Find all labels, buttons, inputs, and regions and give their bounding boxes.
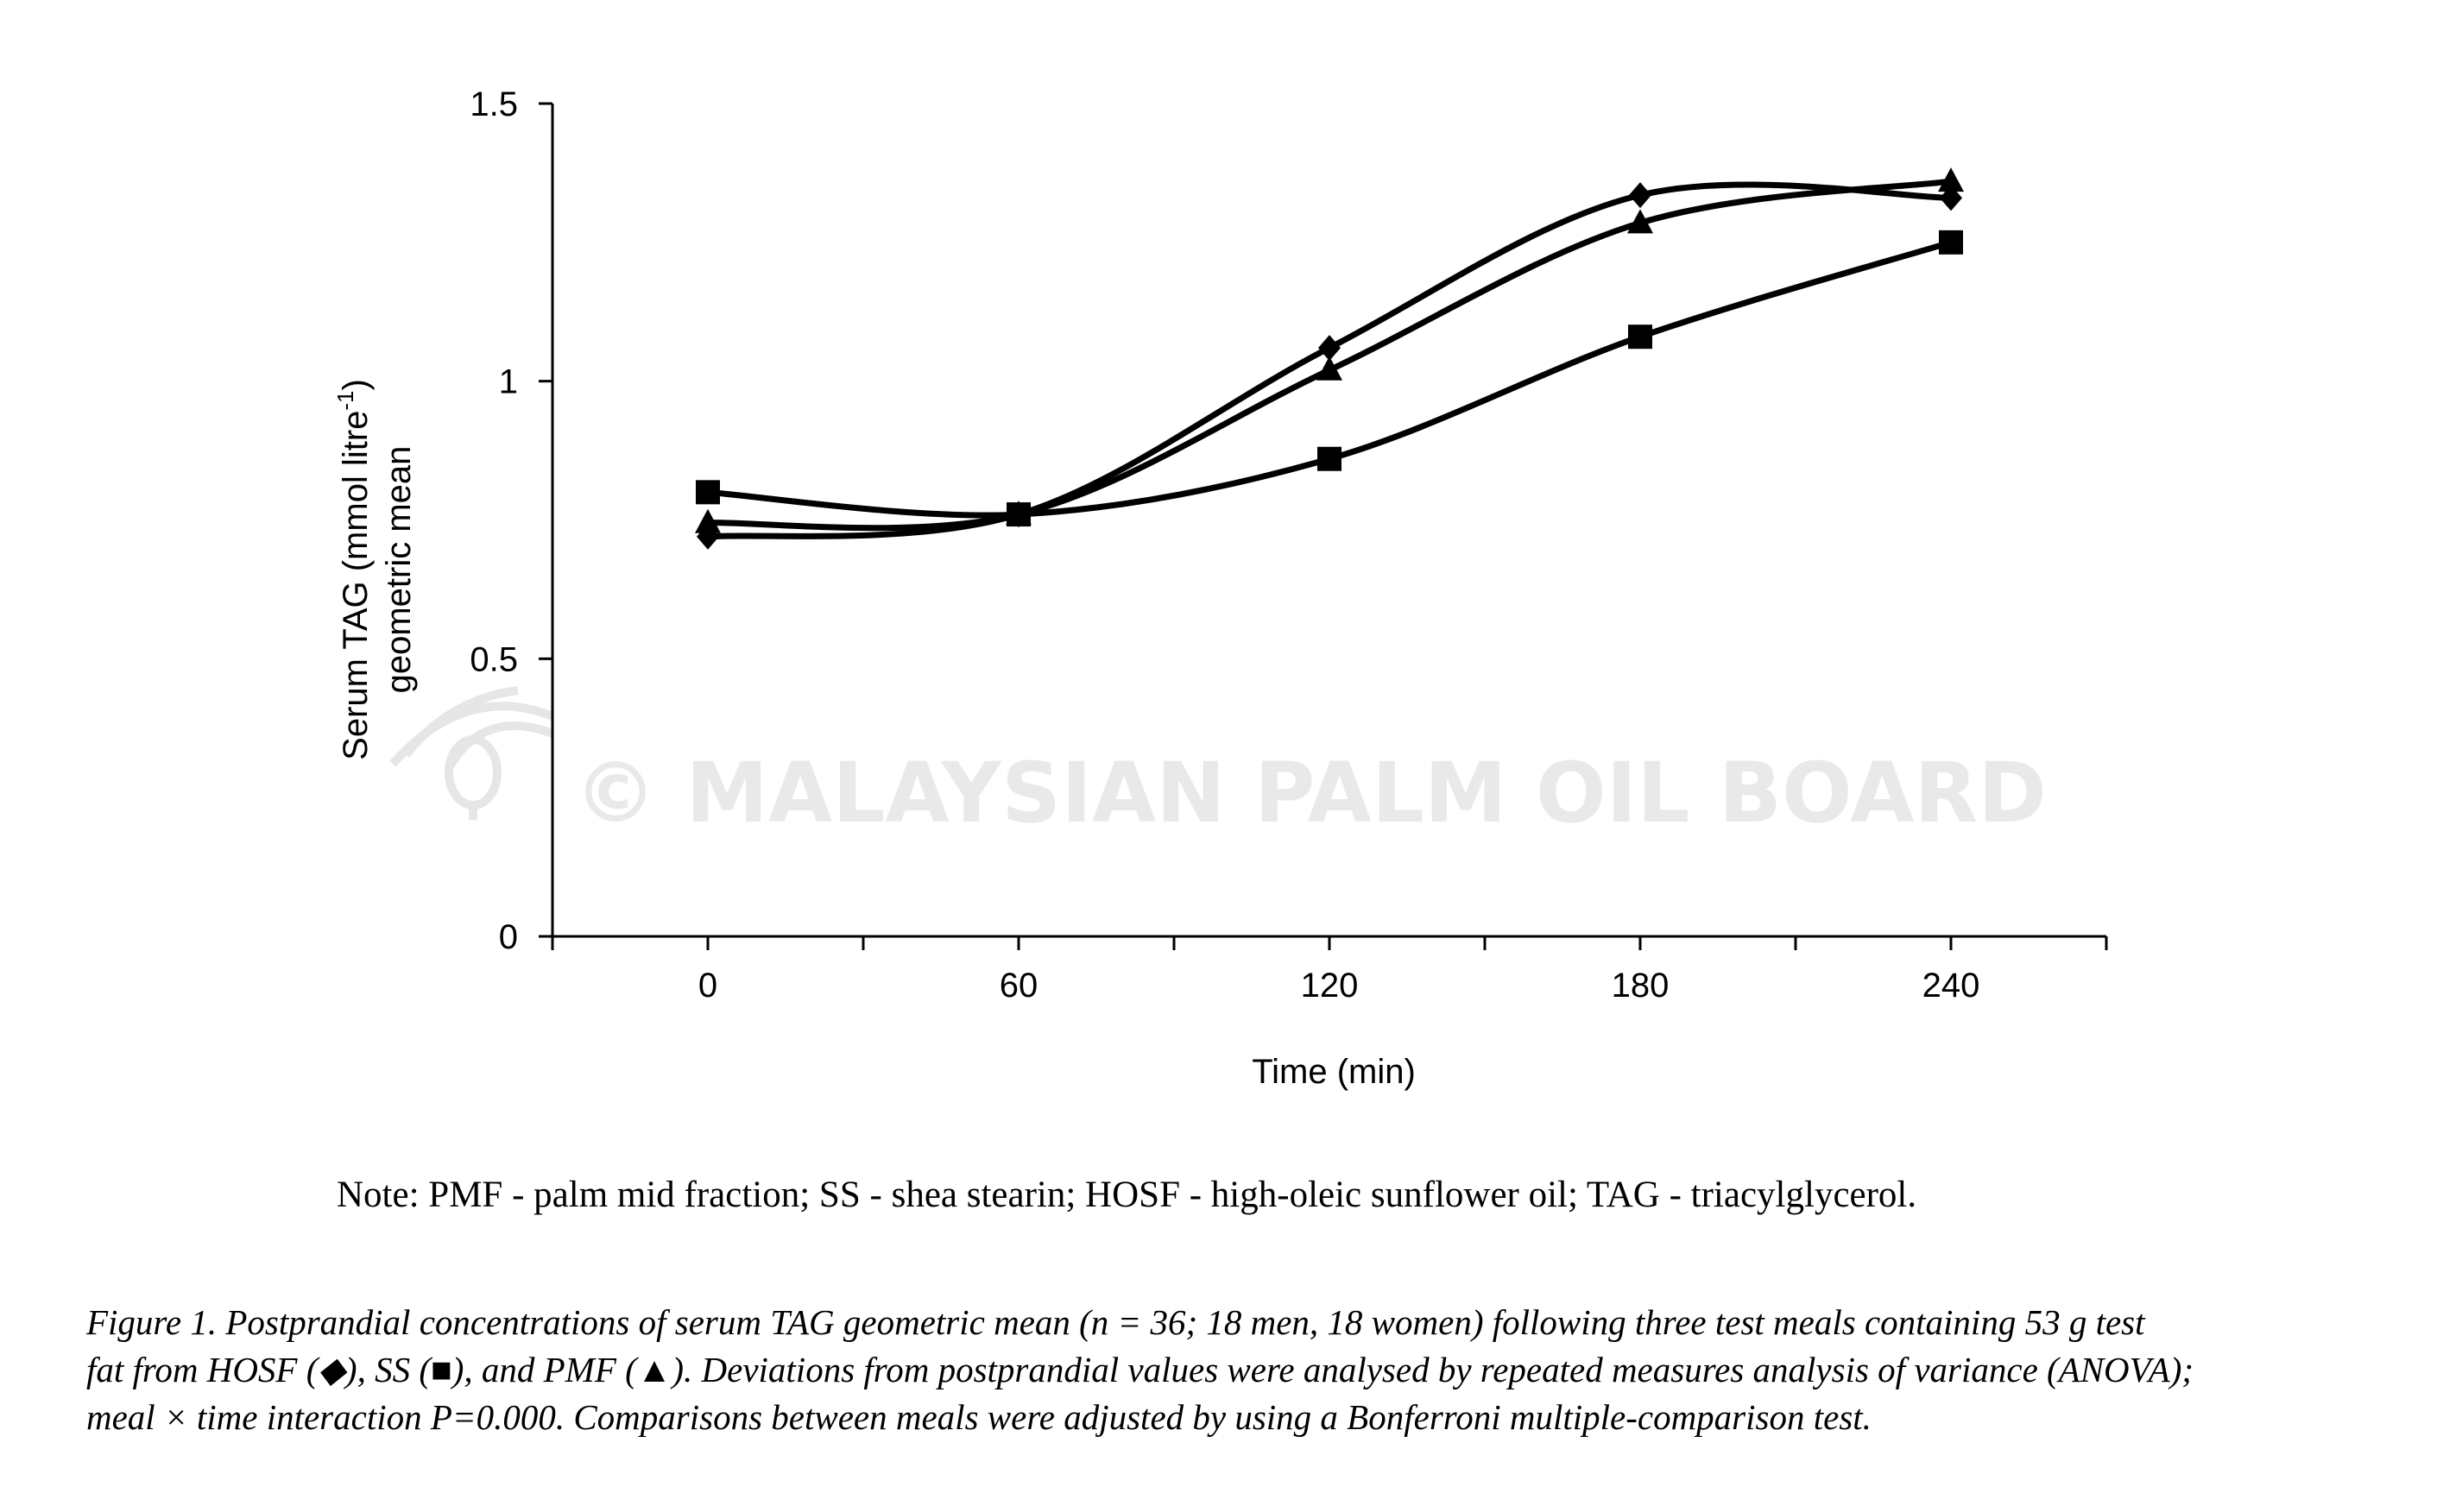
- watermark-text: © MALAYSIAN PALM OIL BOARD: [574, 745, 2047, 841]
- y-tick-label: 1.5: [470, 85, 518, 123]
- data-point-square: [1939, 230, 1963, 255]
- series-triangle: [695, 167, 1964, 533]
- y-axis-label: Serum TAG (mmol litre-1) geometric mean: [332, 379, 418, 760]
- data-point-triangle: [1627, 209, 1653, 234]
- svg-text:Serum TAG (mmol litre-1): Serum TAG (mmol litre-1): [332, 379, 375, 760]
- caption-line-3: meal × time interaction P=0.000. Compari…: [86, 1397, 1872, 1437]
- figure-note: Note: PMF - palm mid fraction; SS - shea…: [337, 1175, 1917, 1215]
- data-point-square: [1317, 446, 1341, 471]
- y-axis-label-sup: -1: [332, 390, 358, 410]
- figure-caption: Figure 1. Postprandial concentrations of…: [86, 1299, 2365, 1441]
- x-tick-label: 0: [698, 967, 717, 1005]
- y-axis-label-line2: geometric mean: [380, 446, 418, 694]
- y-axis-label-line1: Serum TAG (mmol litre: [337, 411, 375, 760]
- x-tick-label: 120: [1301, 967, 1359, 1005]
- data-point-triangle: [1938, 167, 1964, 192]
- watermark-logo: [389, 686, 554, 820]
- x-tick-label: 60: [1000, 967, 1038, 1005]
- caption-line-2: fat from HOSF (◆), SS (■), and PMF (▲). …: [86, 1350, 2194, 1389]
- axes: 0 0.5 1 1.5 0 60 120 180 240: [470, 85, 2108, 1005]
- data-point-triangle: [1316, 356, 1342, 381]
- data-point-diamond: [1629, 182, 1651, 209]
- y-tick-label: 1: [499, 363, 518, 401]
- x-tick-label: 240: [1922, 967, 1980, 1005]
- caption-line-1: Figure 1. Postprandial concentrations of…: [86, 1302, 2145, 1342]
- data-point-triangle: [1006, 501, 1032, 526]
- x-tick-label: 180: [1612, 967, 1670, 1005]
- y-tick-label: 0: [499, 918, 518, 956]
- data-point-diamond: [1318, 335, 1341, 362]
- data-point-square: [696, 480, 720, 505]
- series-layer: [695, 167, 1964, 550]
- x-axis-label: Time (min): [1252, 1053, 1416, 1091]
- series-square: [696, 230, 1963, 527]
- y-axis-label-line1-end: ): [337, 379, 375, 390]
- data-point-triangle: [695, 508, 721, 533]
- line-chart: © MALAYSIAN PALM OIL BOARD 0 0.5 1 1.5 0 60 12…: [332, 85, 2108, 1091]
- y-tick-label: 0.5: [470, 640, 518, 678]
- data-point-square: [1628, 324, 1652, 350]
